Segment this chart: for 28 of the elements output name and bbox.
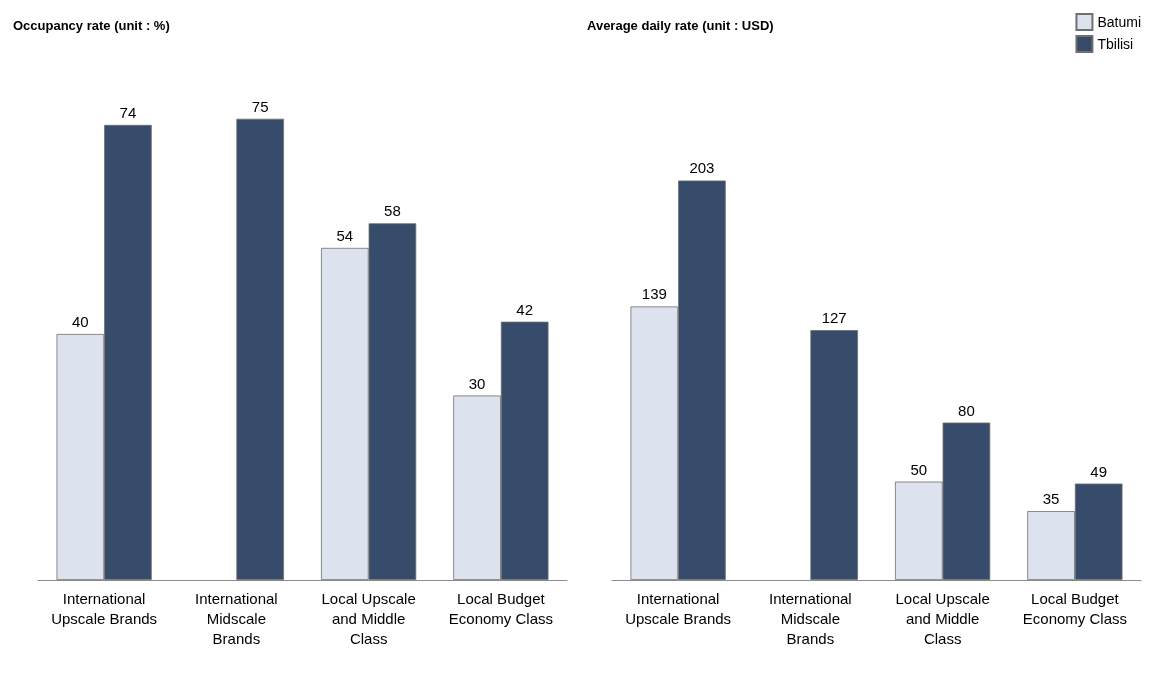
x-tick-label: Local Upscale and Middle Class [895,589,990,647]
x-tick-label: International Upscale Brands [625,589,732,627]
data-label: 35 [1042,490,1060,508]
x-tick-label: International Upscale Brands [51,589,158,627]
data-label: 127 [821,309,847,327]
x-tick-label: International Midscale Brands [769,589,852,647]
data-label: 42 [516,300,534,318]
data-label: 49 [1090,462,1108,480]
data-label: 30 [468,374,486,392]
data-label: 80 [958,401,975,419]
data-label: 203 [689,159,715,177]
x-tick-label: Local Budget Economy Class [1022,589,1127,627]
legend-label: Tbilisi [1097,36,1134,52]
data-label: 75 [251,97,269,115]
x-tick-label: International Midscale Brands [195,589,278,647]
data-label: 50 [910,460,928,478]
data-label: 40 [71,313,89,330]
x-tick-label: Local Upscale and Middle Class [321,589,416,647]
data-label: 139 [641,285,667,303]
bar [810,330,858,580]
data-label: 58 [384,202,401,220]
legend-label: Batumi [1097,14,1142,30]
x-tick-label: Local Budget Economy Class [448,589,553,627]
chart-title: Average daily rate (unit : USD) [587,18,774,33]
chart-title: Occupancy rate (unit : %) [13,18,170,33]
data-label: 74 [119,103,137,121]
bar [236,118,284,580]
data-label: 54 [336,226,354,244]
